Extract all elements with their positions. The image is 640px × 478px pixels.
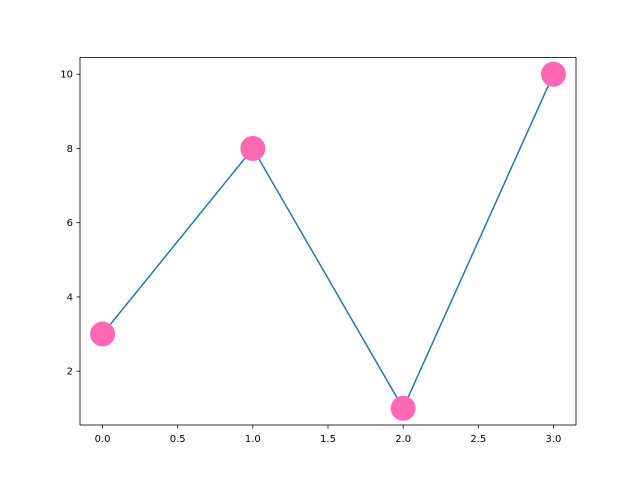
y-tick-label: 10 <box>60 70 73 81</box>
x-tick-label: 1.5 <box>320 434 336 445</box>
plot-frame <box>79 57 577 426</box>
x-tick-label: 2.5 <box>470 434 486 445</box>
y-tick-label: 2 <box>67 367 73 378</box>
y-tick-label: 6 <box>67 218 73 229</box>
y-tick-label: 8 <box>67 144 73 155</box>
series-line <box>101 73 555 410</box>
x-tick-label: 1.0 <box>245 434 261 445</box>
data-point <box>540 61 566 87</box>
data-point <box>90 321 116 347</box>
x-tick-label: 3.0 <box>546 434 562 445</box>
y-tick-label: 4 <box>67 292 73 303</box>
x-tick-label: 0.0 <box>95 434 111 445</box>
data-point <box>390 395 416 421</box>
data-point <box>240 135 266 161</box>
x-tick-label: 0.5 <box>170 434 186 445</box>
x-tick-label: 2.0 <box>395 434 411 445</box>
